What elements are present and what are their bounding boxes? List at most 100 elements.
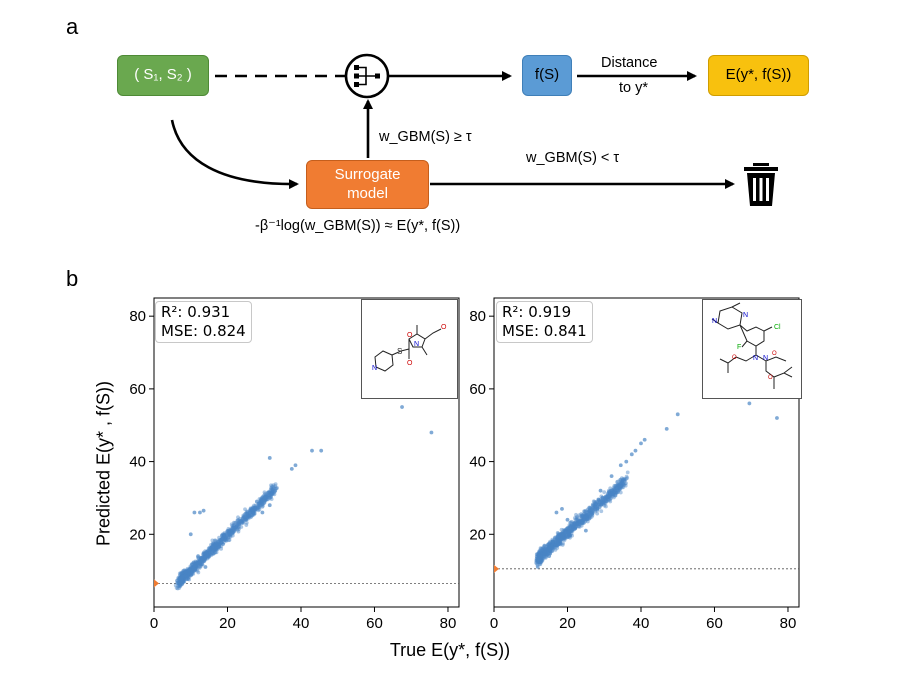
data-point [239, 521, 244, 526]
data-point [218, 538, 223, 542]
data-point [625, 476, 630, 480]
data-point [575, 518, 580, 522]
data-point [605, 494, 610, 499]
data-point [591, 503, 596, 508]
data-point [538, 546, 543, 550]
data-point [537, 549, 542, 554]
data-point [207, 548, 212, 552]
data-point [614, 486, 619, 491]
data-point [584, 514, 588, 519]
data-point [577, 519, 582, 524]
data-point [219, 546, 224, 551]
data-point [550, 542, 555, 547]
data-point [181, 570, 185, 575]
data-point [538, 554, 543, 559]
y-tick-label: 80 [129, 308, 146, 325]
data-point [235, 521, 240, 526]
data-point [610, 490, 614, 495]
data-point [202, 556, 206, 561]
data-point [174, 586, 179, 590]
data-point [177, 571, 182, 576]
data-point [675, 412, 680, 417]
data-point [543, 551, 548, 555]
data-point [251, 506, 256, 510]
data-point [542, 549, 547, 554]
data-point [188, 572, 193, 577]
data-point [251, 508, 256, 513]
data-point [573, 525, 578, 530]
data-point [268, 491, 273, 496]
data-point [187, 567, 192, 572]
data-point [268, 495, 273, 500]
data-point [197, 561, 201, 566]
data-point [212, 547, 217, 552]
data-point [586, 512, 591, 517]
data-point [183, 572, 188, 577]
data-point [273, 482, 278, 487]
svg-text:F: F [737, 344, 741, 351]
data-point [197, 564, 202, 569]
data-point [197, 562, 202, 566]
data-point [209, 546, 214, 551]
data-point [190, 568, 195, 572]
data-point [584, 517, 588, 522]
data-point [592, 504, 597, 508]
data-point [186, 573, 190, 578]
panel-b-xlabel: True E(y*, f(S)) [389, 640, 511, 660]
data-point [258, 499, 263, 503]
data-point [190, 569, 195, 574]
data-point [206, 555, 211, 559]
data-point [217, 539, 221, 544]
data-point [553, 539, 558, 543]
data-point [219, 537, 224, 542]
data-point [565, 526, 570, 531]
data-point [616, 483, 621, 488]
data-point [580, 514, 585, 519]
data-point [620, 481, 625, 486]
data-point [542, 547, 547, 552]
data-point [189, 569, 194, 573]
data-point [582, 509, 587, 514]
data-point [177, 580, 182, 585]
data-point [612, 488, 617, 493]
data-point [184, 577, 189, 582]
data-point [587, 508, 592, 512]
data-point [252, 506, 257, 511]
data-point [182, 578, 186, 582]
data-point [567, 523, 572, 528]
data-point [585, 510, 590, 515]
data-point [612, 488, 616, 492]
data-point [543, 552, 548, 556]
svg-text:N: N [414, 341, 419, 348]
data-point [208, 552, 213, 557]
trash-icon [744, 163, 778, 206]
data-point [190, 568, 195, 572]
data-point [612, 490, 616, 495]
data-point [605, 494, 610, 499]
data-point [553, 535, 557, 540]
data-point [585, 514, 590, 519]
data-point [608, 491, 613, 496]
data-point [564, 529, 569, 533]
data-point [232, 528, 237, 532]
data-point [181, 568, 186, 573]
data-point [576, 520, 581, 524]
data-point [537, 553, 542, 558]
data-point [227, 534, 232, 539]
data-point [541, 554, 546, 559]
data-point [244, 509, 249, 514]
data-point [561, 533, 566, 538]
data-point [597, 500, 602, 504]
data-point [558, 539, 563, 544]
data-point [206, 553, 210, 558]
data-point [213, 547, 218, 552]
data-point [237, 527, 241, 531]
data-point [575, 520, 580, 525]
data-point [185, 571, 189, 575]
data-point [580, 518, 585, 522]
data-point [550, 543, 555, 547]
data-point [180, 581, 185, 586]
data-point [189, 562, 194, 566]
data-point [538, 552, 543, 556]
data-point [232, 522, 236, 527]
